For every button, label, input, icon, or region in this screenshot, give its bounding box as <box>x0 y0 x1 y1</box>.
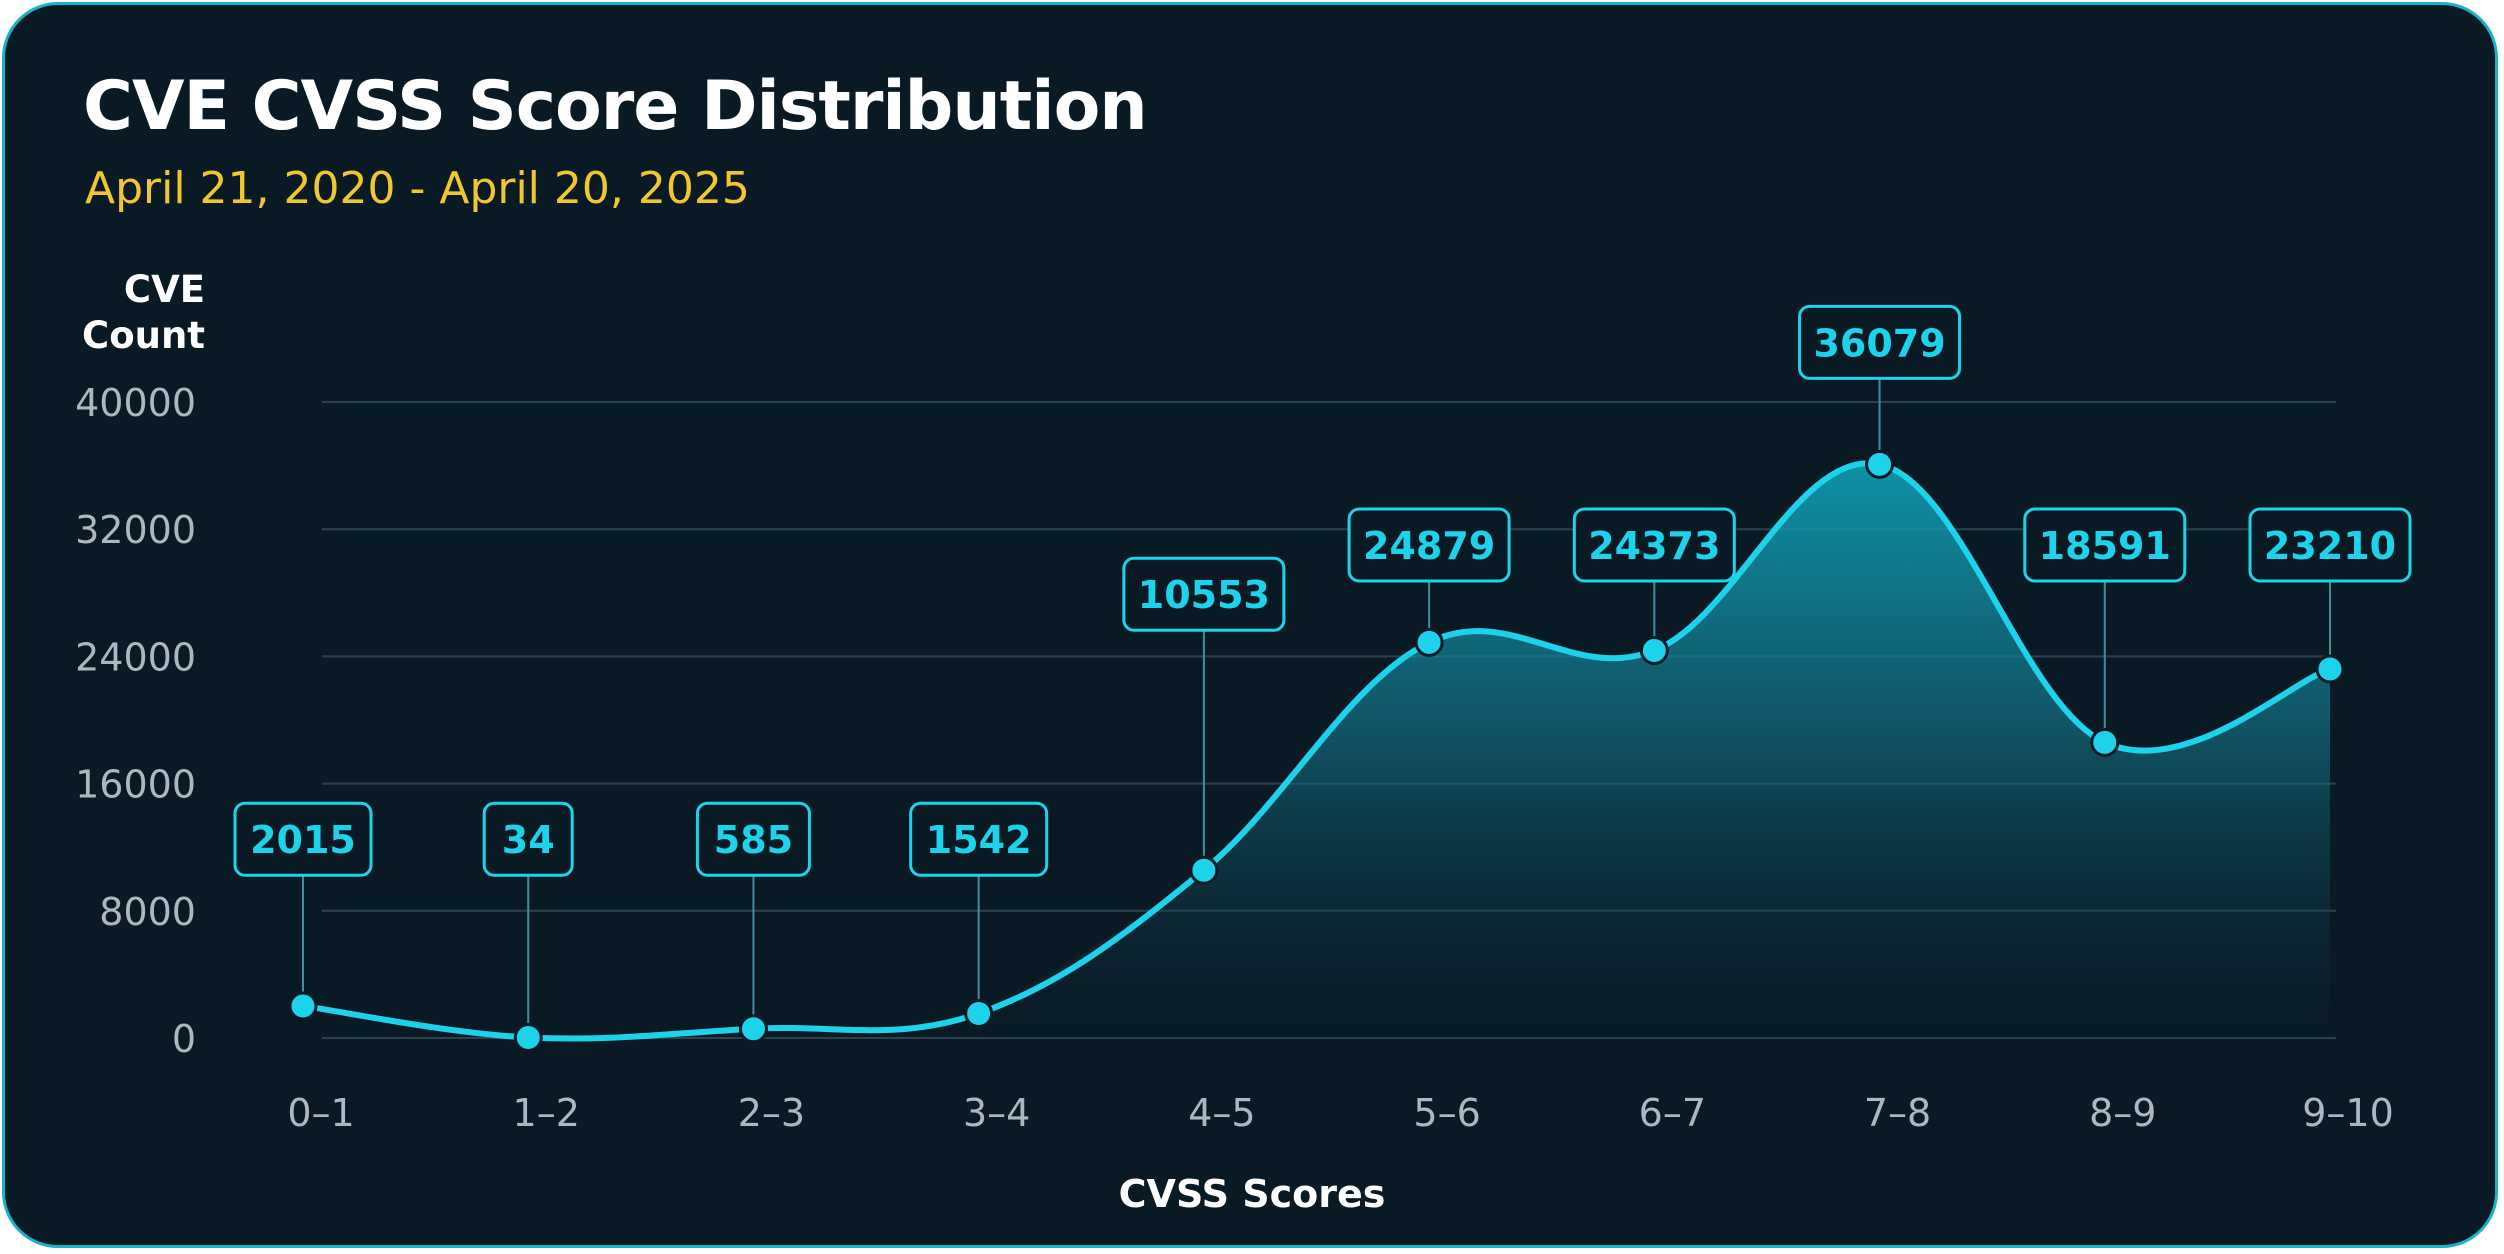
x-tick-label: 4–5 <box>1188 1091 1255 1135</box>
data-point-marker <box>738 1014 768 1044</box>
x-tick-label: 6–7 <box>1639 1091 1706 1135</box>
data-label-box <box>233 801 373 877</box>
y-axis-label: CVE Count <box>65 267 205 359</box>
data-point-marker <box>288 991 318 1021</box>
data-point-marker <box>1414 627 1444 657</box>
x-tick-label: 1–2 <box>513 1091 580 1135</box>
area-fill <box>978 463 2330 1038</box>
x-tick-label: 9–10 <box>2302 1091 2394 1135</box>
chart-title: CVE CVSS Score Distribution <box>83 67 1148 146</box>
data-label: 24373 <box>1588 524 1720 568</box>
y-tick-label: 0 <box>172 1017 196 1061</box>
y-tick-label: 40000 <box>75 381 196 425</box>
data-label: 585 <box>714 818 793 862</box>
data-point-marker <box>513 1022 543 1052</box>
data-label: 23210 <box>2264 524 2396 568</box>
data-point-marker <box>964 998 994 1028</box>
data-point-marker <box>1865 449 1895 479</box>
y-tick-label: 8000 <box>99 890 196 934</box>
data-label-box <box>2248 507 2412 583</box>
data-label-box <box>1572 507 1736 583</box>
data-point-marker <box>2315 654 2345 684</box>
data-label-box <box>1347 507 1511 583</box>
series-line <box>300 460 2333 1042</box>
data-point-marker <box>1639 635 1669 665</box>
y-tick-label: 16000 <box>75 763 196 807</box>
x-tick-label: 8–9 <box>2089 1091 2156 1135</box>
y-axis-label-line-2: Count <box>82 314 205 357</box>
data-label-box <box>482 801 574 877</box>
data-label: 34 <box>502 818 555 862</box>
x-tick-label: 5–6 <box>1413 1091 1480 1135</box>
y-tick-label: 32000 <box>75 508 196 552</box>
data-label-layer: 2015 34 585 1542 10553 24879 24373 36079 18591 23… <box>233 304 2412 1052</box>
y-axis-label-line-1: CVE <box>123 268 205 311</box>
data-point-marker <box>1189 855 1219 885</box>
data-label: 1542 <box>926 818 1032 862</box>
x-tick-label: 0–1 <box>287 1091 354 1135</box>
data-label-box <box>695 801 811 877</box>
axis-layer: 0 8000 16000 24000 32000 40000 0–1 1–2 2–3 3–4 4–5… <box>75 381 2394 1216</box>
x-axis-label: CVSS Scores <box>1119 1172 1386 1216</box>
data-label: 10553 <box>1138 573 1270 617</box>
x-tick-label: 2–3 <box>738 1091 805 1135</box>
x-tick-label: 3–4 <box>963 1091 1030 1135</box>
data-label-box <box>909 801 1049 877</box>
data-label: 18591 <box>2039 524 2171 568</box>
area-layer <box>300 460 2333 1042</box>
data-label-box <box>1122 556 1286 632</box>
data-label-box <box>2023 507 2187 583</box>
x-tick-label: 7–8 <box>1864 1091 1931 1135</box>
data-label: 36079 <box>1813 321 1945 365</box>
data-label: 2015 <box>250 818 356 862</box>
data-label-box <box>1798 304 1962 380</box>
data-label: 24879 <box>1363 524 1495 568</box>
data-point-marker <box>2090 727 2120 757</box>
chart-subtitle: April 21, 2020 - April 20, 2025 <box>85 163 750 214</box>
y-tick-label: 24000 <box>75 635 196 679</box>
